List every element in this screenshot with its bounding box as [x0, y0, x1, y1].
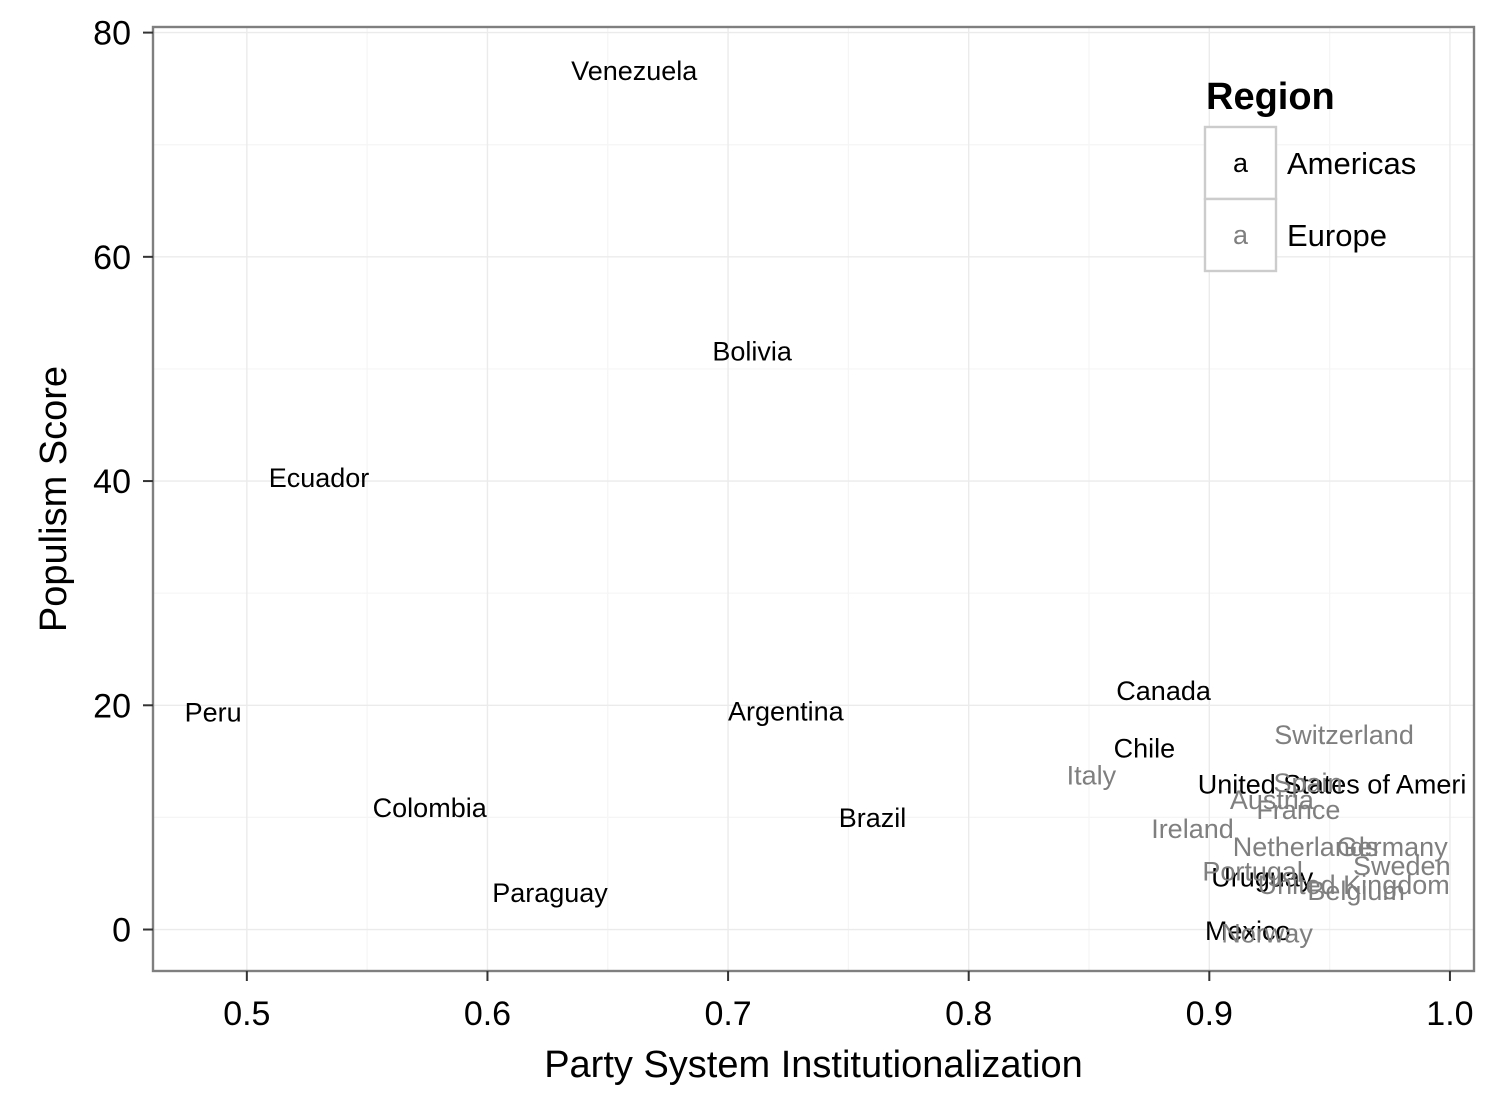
grid-lines — [153, 27, 1474, 971]
point-label: Bolivia — [712, 337, 793, 367]
point-label: Italy — [1067, 760, 1117, 790]
x-tick-label: 0.5 — [223, 995, 270, 1033]
x-tick-label: 0.9 — [1186, 995, 1233, 1033]
y-tick-label: 0 — [112, 912, 131, 950]
point-label: Sweden — [1353, 851, 1451, 881]
y-tick-label: 20 — [93, 687, 131, 725]
legend-key-glyph: a — [1233, 148, 1249, 178]
point-label: Peru — [185, 698, 242, 728]
legend-key — [1203, 125, 1278, 201]
y-axis-title: Populism Score — [33, 366, 75, 632]
panel-border — [151, 25, 1476, 973]
point-label: Brazil — [839, 803, 907, 833]
point-label: Chile — [1114, 733, 1176, 763]
point-label: Spain — [1273, 768, 1342, 798]
point-label: Ecuador — [269, 463, 370, 493]
axes: 0.5 0.6 0.7 0.8 0.9 1.0 0 20 40 60 80 — [93, 15, 1473, 1033]
point-label: Paraguay — [492, 878, 608, 908]
point-label: Austria — [1230, 785, 1315, 815]
point-label: Colombia — [373, 793, 488, 823]
y-tick-label: 40 — [93, 463, 131, 501]
point-label: Belgium — [1307, 876, 1405, 906]
legend-key-glyph: a — [1233, 220, 1249, 250]
legend-label: Europe — [1287, 218, 1387, 253]
x-tick-label: 0.8 — [945, 995, 992, 1033]
point-label: United Kingdom — [1258, 870, 1450, 900]
x-tick-label: 1.0 — [1426, 995, 1473, 1033]
point-label: Netherlands — [1233, 832, 1379, 862]
point-label: Ireland — [1151, 814, 1234, 844]
plot-border — [151, 25, 1476, 973]
point-label: France — [1256, 795, 1340, 825]
point-label: United States of Ameri — [1198, 769, 1467, 799]
x-tick-label: 0.7 — [704, 995, 751, 1033]
y-tick-label: 80 — [93, 15, 131, 53]
legend: Region a Americas a Europe — [1203, 76, 1416, 273]
point-label: Venezuela — [571, 56, 698, 86]
point-label: Uruguay — [1211, 862, 1314, 892]
legend-label: Americas — [1287, 146, 1416, 181]
point-label: Mexico — [1205, 916, 1291, 946]
point-label: Portugal — [1202, 857, 1303, 887]
y-tick-label: 60 — [93, 239, 131, 277]
point-label: Norway — [1221, 918, 1313, 948]
x-tick-label: 0.6 — [464, 995, 511, 1033]
point-label: Canada — [1116, 676, 1212, 706]
point-label: Argentina — [728, 696, 845, 726]
x-axis-title: Party System Institutionalization — [544, 1044, 1083, 1086]
point-label: Germany — [1337, 832, 1449, 862]
legend-key — [1203, 197, 1278, 273]
point-labels: Venezuela Bolivia Ecuador Peru Argentina Colo… — [185, 56, 1467, 948]
legend-title: Region — [1206, 76, 1335, 118]
point-label: Switzerland — [1274, 720, 1414, 750]
